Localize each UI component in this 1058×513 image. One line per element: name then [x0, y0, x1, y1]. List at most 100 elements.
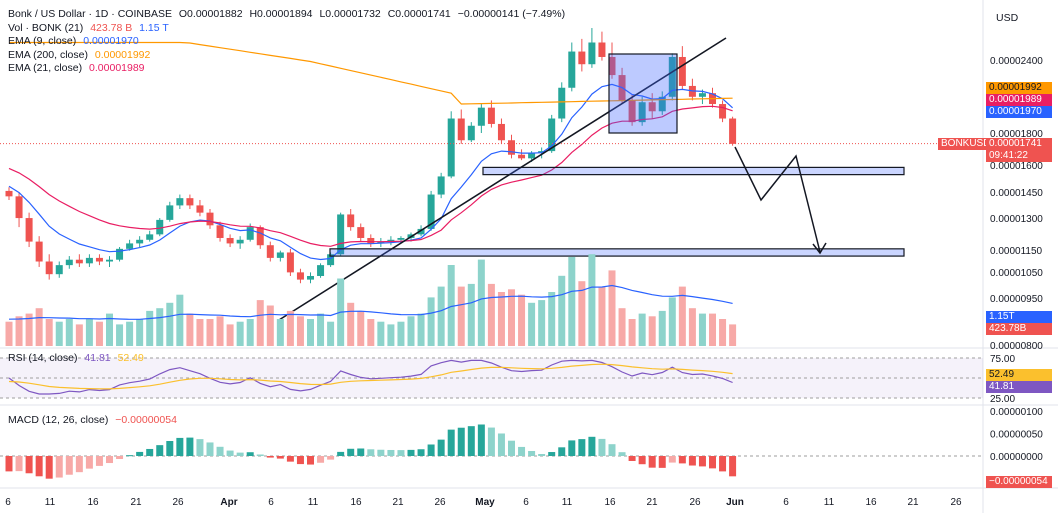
price-tick-label: 0.00001050 — [990, 268, 1043, 279]
macd-histogram-bar — [678, 456, 686, 464]
volume-bar — [5, 321, 13, 346]
ema200-axis-tag: 0.00001992 — [986, 82, 1052, 94]
candle-body — [266, 245, 274, 258]
volume-bar — [116, 324, 124, 346]
macd-histogram-bar — [266, 456, 274, 458]
volume-bar — [387, 324, 395, 346]
legend-volume-row[interactable]: Vol · BONK (21) 423.78 B 1.15 T — [8, 22, 565, 36]
macd-histogram-bar — [226, 450, 234, 456]
ema21-label: EMA (21, close) — [8, 62, 83, 74]
candle-body — [427, 194, 435, 229]
legend-ema21-row[interactable]: EMA (21, close) 0.00001989 — [8, 62, 565, 76]
macd-histogram-bar — [307, 456, 314, 465]
volume-bar — [206, 319, 214, 346]
volume-bar — [407, 316, 415, 346]
legend-ema200-row[interactable]: EMA (200, close) 0.00001992 — [8, 49, 565, 63]
candle-body — [95, 257, 103, 262]
time-tick-label: 11 — [824, 497, 835, 508]
volume-bar — [286, 310, 294, 346]
candle-body — [729, 118, 737, 144]
volume-bar — [508, 289, 515, 346]
rsi-label: RSI (14, close) — [8, 352, 78, 364]
candle-body — [578, 51, 586, 65]
time-tick-label: 26 — [172, 497, 184, 508]
price-tick-label: 0.00001800 — [990, 129, 1043, 140]
candle-body — [417, 228, 425, 235]
macd-tick-label: 0.00000100 — [990, 407, 1043, 418]
volume-bar — [417, 313, 425, 346]
candle-body — [146, 234, 154, 240]
time-tick-label: 6 — [268, 497, 274, 508]
candle-body — [55, 265, 63, 275]
macd-histogram-bar — [156, 445, 164, 456]
volume-bar — [638, 313, 646, 346]
macd-histogram-bar — [367, 449, 375, 456]
macd-histogram-bar — [437, 439, 445, 456]
macd-histogram-bar — [407, 449, 415, 456]
candle-body — [377, 241, 385, 244]
volume-bar — [55, 321, 63, 346]
candle-body — [256, 227, 264, 246]
volume-bar — [296, 316, 304, 346]
candle-body — [628, 100, 636, 123]
volume-bar — [196, 319, 204, 346]
currency-label[interactable]: USD — [996, 12, 1019, 24]
candle-body — [497, 123, 505, 141]
candle-body — [166, 205, 174, 220]
candle-body — [487, 107, 495, 124]
price-tick-label: 0.00001600 — [990, 161, 1043, 172]
candle-body — [397, 237, 405, 240]
candle-body — [608, 56, 616, 76]
candle-body — [447, 118, 455, 177]
time-tick-label: 26 — [950, 497, 962, 508]
volume-bar — [719, 319, 727, 346]
macd-histogram-bar — [558, 447, 566, 456]
time-tick-label: 21 — [392, 497, 404, 508]
macd-histogram-bar — [296, 456, 304, 465]
macd-histogram-bar — [35, 456, 43, 477]
ema200-line — [9, 41, 733, 105]
candle-body — [538, 151, 546, 153]
time-tick-label: 11 — [308, 497, 319, 508]
volume-bar — [578, 281, 586, 346]
volume-label: Vol · BONK (21) — [8, 21, 84, 34]
ema9-label: EMA (9, close) — [8, 35, 77, 47]
volume-bar — [327, 321, 335, 346]
candle-body — [25, 218, 33, 242]
macd-histogram-bar — [246, 452, 254, 456]
macd-histogram-bar — [55, 456, 63, 478]
volume-ma-value: 1.15 T — [139, 21, 169, 34]
candle-body — [518, 154, 526, 159]
volume-bar — [226, 324, 234, 346]
volume-bar — [146, 310, 154, 346]
rsi-legend[interactable]: RSI (14, close) 41.81 52.49 — [8, 352, 144, 364]
candle-body — [477, 107, 485, 126]
volume-bar — [628, 319, 636, 346]
volume-bar — [85, 319, 93, 346]
macd-histogram-bar — [668, 456, 676, 463]
price-tick-label: 0.00001300 — [990, 214, 1043, 225]
macd-histogram-bar — [176, 437, 184, 456]
candle-body — [206, 212, 214, 226]
candle-body — [156, 219, 164, 235]
rsi-ma-line — [8, 363, 733, 390]
candle-body — [186, 198, 194, 206]
ema21-line — [8, 105, 733, 247]
macd-histogram-bar — [709, 456, 716, 469]
volume-bar — [709, 313, 716, 346]
candle-body — [357, 227, 365, 238]
volume-bar — [568, 256, 576, 346]
candle-body — [648, 102, 656, 112]
ema21-axis-tag: 0.00001989 — [986, 94, 1052, 106]
symbol-line[interactable]: Bonk / US Dollar · 1D · COINBASE — [8, 8, 172, 20]
price-tick-label: 0.00000950 — [990, 294, 1043, 305]
volume-axis-tag: 423.78B — [986, 323, 1052, 335]
price-tick-label: 0.00000800 — [990, 341, 1043, 352]
legend-ema9-row[interactable]: EMA (9, close) 0.00001970 — [8, 35, 565, 49]
rsi-line — [8, 359, 733, 395]
candle-body — [588, 42, 596, 65]
volume-bar — [317, 313, 325, 346]
macd-legend[interactable]: MACD (12, 26, close) −0.00000054 — [8, 414, 177, 426]
candle-body — [246, 227, 254, 240]
